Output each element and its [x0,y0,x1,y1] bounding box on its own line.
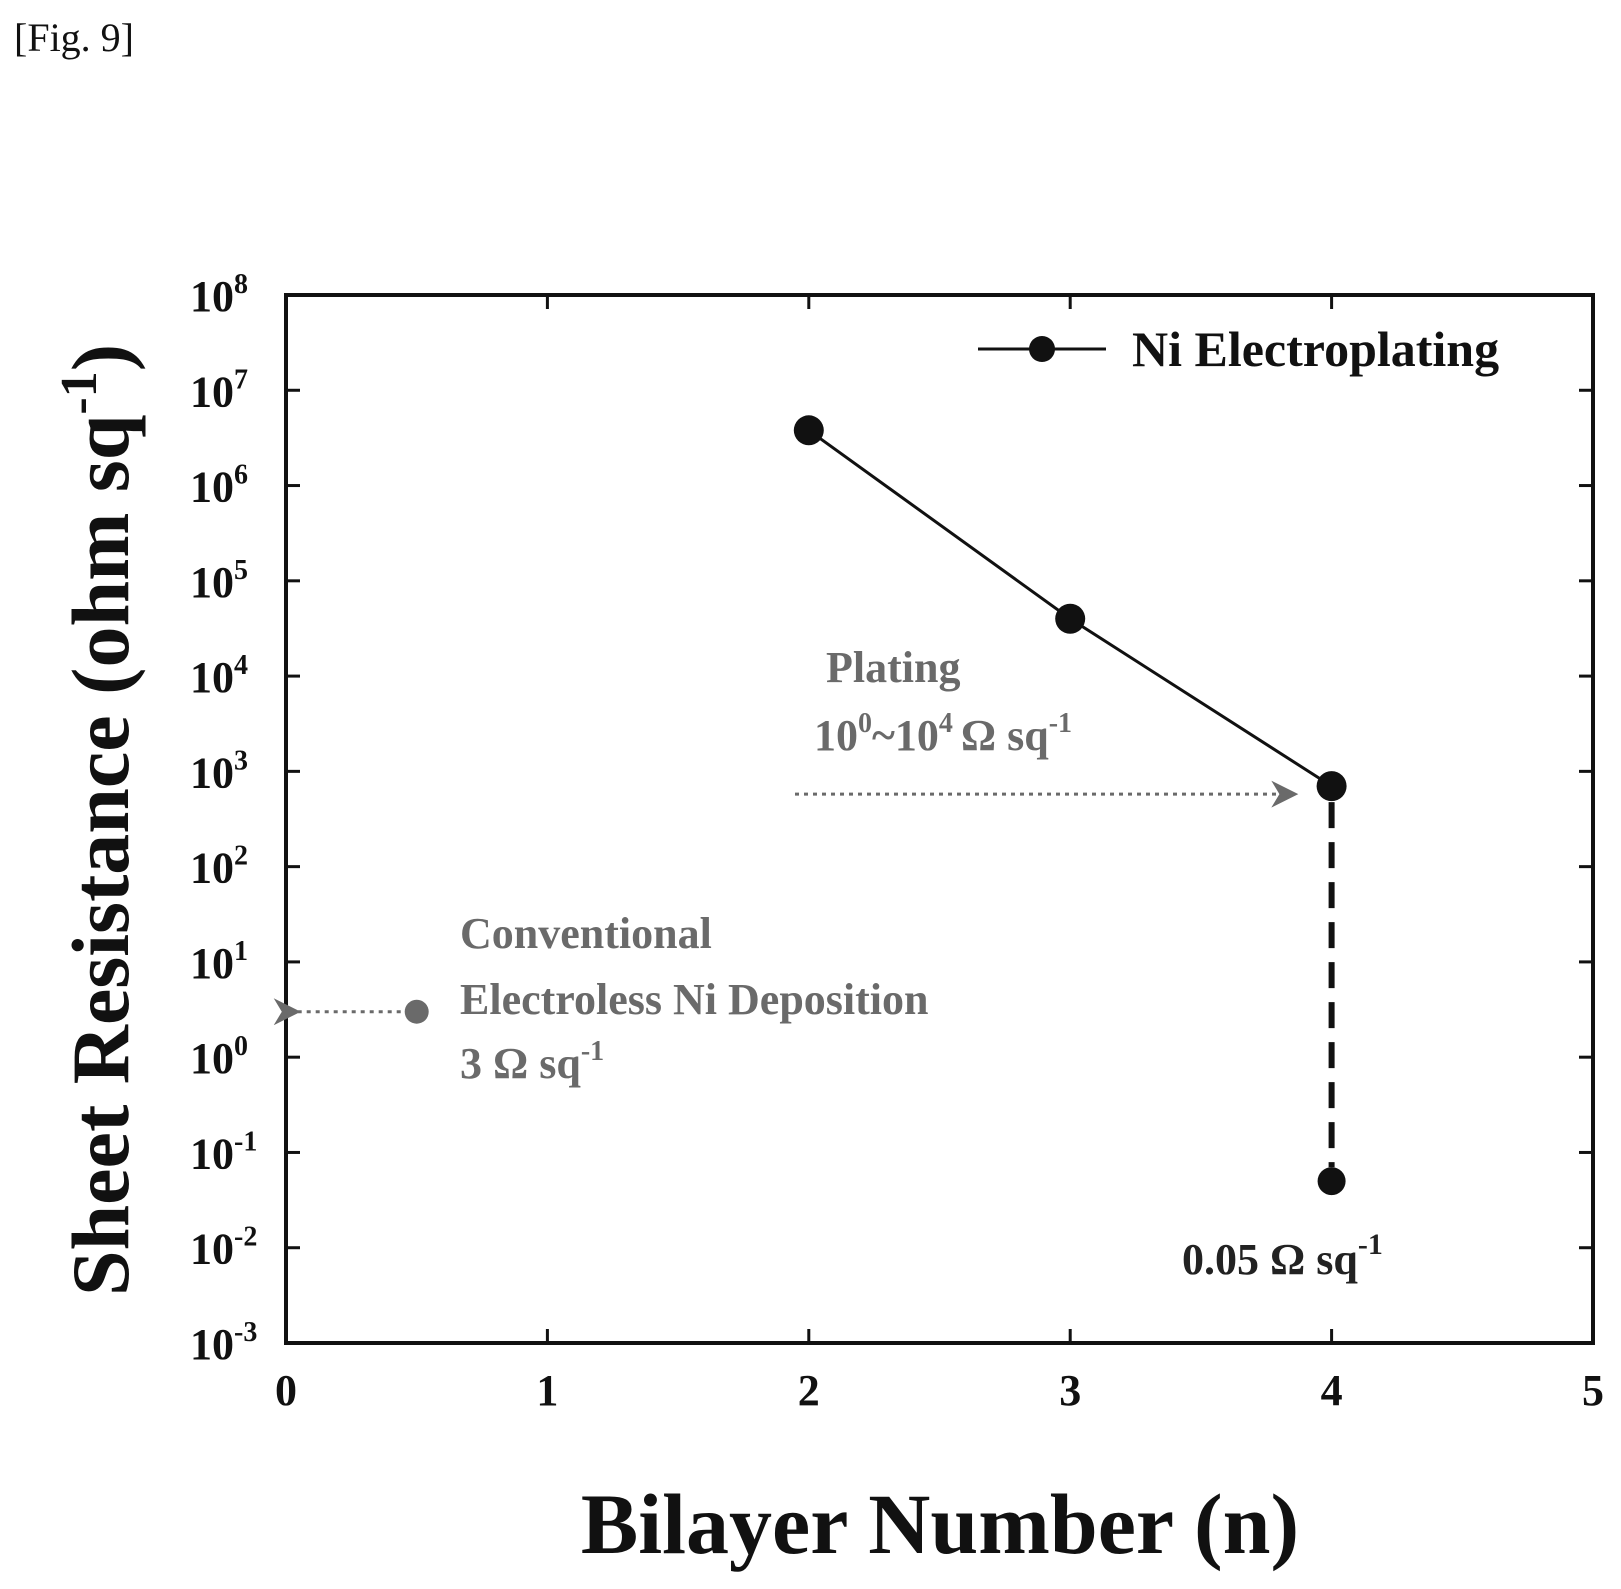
x-tick-label: 2 [798,1366,820,1415]
plot-frame [284,293,1595,1345]
final-point [1317,1167,1346,1196]
x-axis-title: Bilayer Number (n) [581,1476,1299,1572]
legend: Ni Electroplating [978,321,1499,377]
plating-range: 100~104 Ω sq-1 [814,708,1072,760]
x-tick-label: 0 [275,1366,297,1415]
y-tick-label: 104 [190,650,248,702]
figure-label: [Fig. 9] [14,15,134,60]
series-point [793,415,824,446]
y-tick-label: 103 [190,745,248,797]
x-tick-label: 1 [536,1366,558,1415]
data-points [404,415,1347,1196]
y-tick-label: 10-3 [190,1317,257,1369]
y-axis-title: Sheet Resistance (ohm sq-1) [51,344,146,1296]
series-point [1316,771,1347,802]
x-tick-label: 3 [1059,1366,1081,1415]
y-tick-label: 10-1 [190,1126,257,1178]
x-tick-label: 4 [1321,1366,1343,1415]
axis-ticks [286,295,1593,1343]
y-tick-labels: 108 107 106 105 104 103 102 101 100 10-1 10-2 10-3 [190,269,257,1369]
y-tick-label: 101 [190,936,248,988]
conventional-line1: Conventional [460,909,712,958]
plating-title: Plating [826,643,960,692]
legend-label: Ni Electroplating [1132,321,1499,377]
legend-marker [1029,336,1055,362]
y-tick-label: 107 [190,364,248,416]
y-tick-label: 102 [190,841,248,893]
y-tick-label: 10-2 [190,1222,257,1274]
series-point [1055,603,1086,634]
y-tick-label: 105 [190,555,248,607]
y-tick-label: 108 [190,269,248,321]
conventional-line2: Electroless Ni Deposition [460,975,929,1024]
y-tick-label: 106 [190,460,248,512]
y-tick-label: 100 [190,1031,248,1083]
x-tick-label: 5 [1582,1366,1604,1415]
x-tick-labels: 0 1 2 3 4 5 [275,1366,1604,1415]
electroless-point [404,999,429,1024]
final-value-label: 0.05 Ω sq-1 [1182,1228,1383,1284]
conventional-value: 3 Ω sq-1 [460,1036,604,1088]
